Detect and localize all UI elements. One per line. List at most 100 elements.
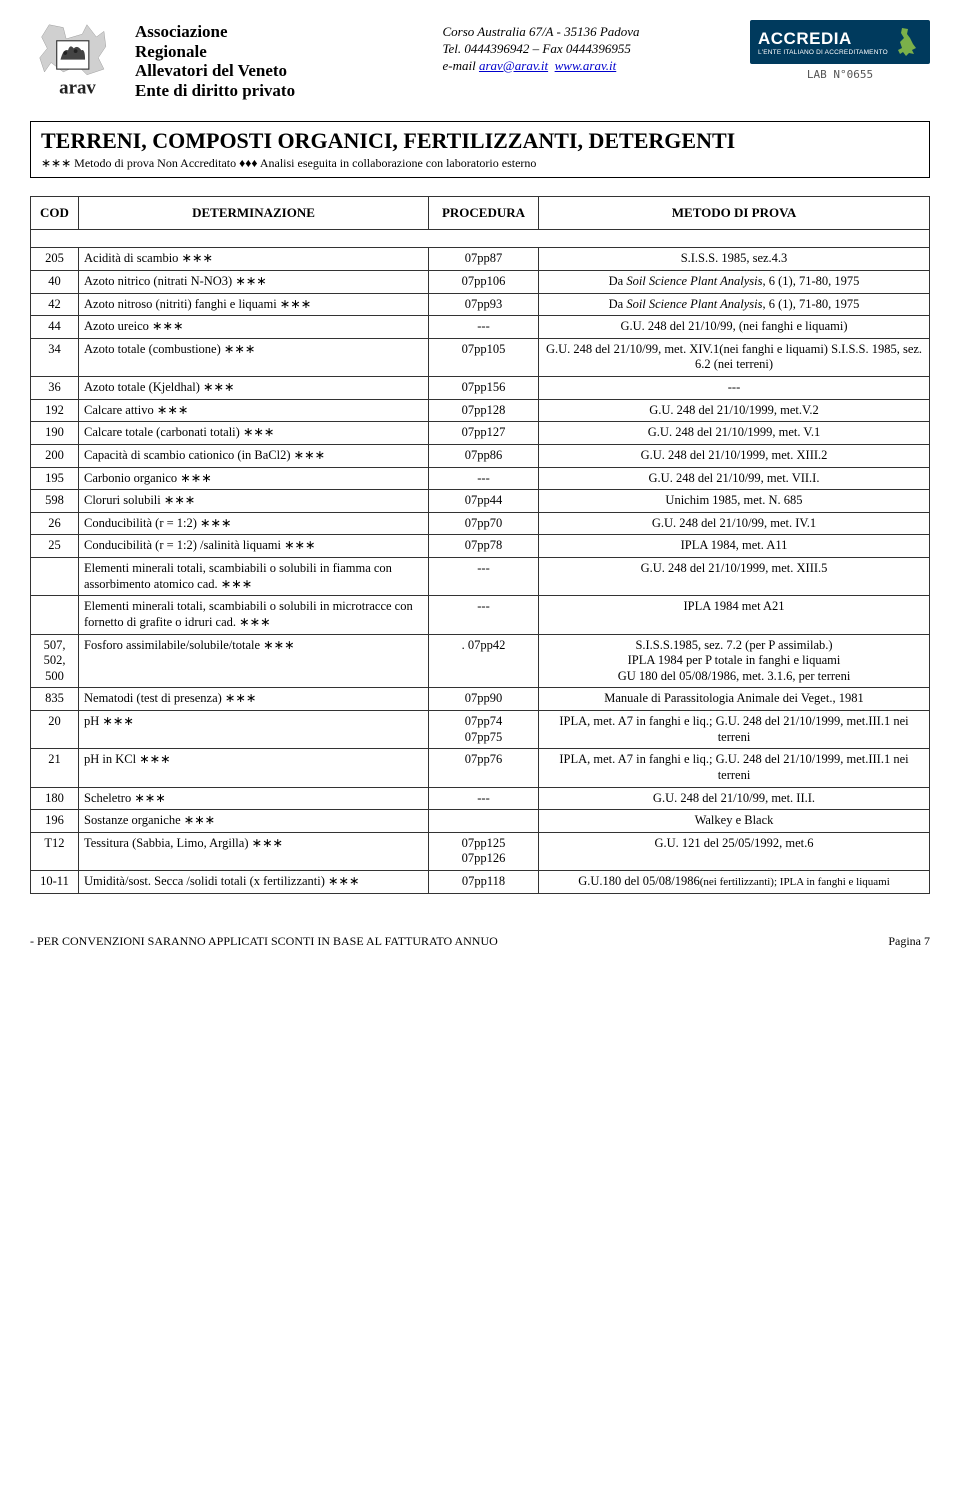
table-row: 507, 502, 500Fosforo assimilabile/solubi… xyxy=(31,634,930,688)
cell-proc: 07pp90 xyxy=(429,688,539,711)
arav-logo: arav xyxy=(30,20,125,109)
footer-note: - PER CONVENZIONI SARANNO APPLICATI SCON… xyxy=(30,934,498,949)
cell-det: Umidità/sost. Secca /solidi totali (x fe… xyxy=(79,871,429,894)
cell-cod: 200 xyxy=(31,444,79,467)
cell-det: Carbonio organico ∗∗∗ xyxy=(79,467,429,490)
cell-det: Nematodi (test di presenza) ∗∗∗ xyxy=(79,688,429,711)
cell-cod: 10-11 xyxy=(31,871,79,894)
accredia-brand: ACCREDIA xyxy=(758,29,888,49)
cell-det: Azoto totale (Kjeldhal) ∗∗∗ xyxy=(79,377,429,400)
col-header-cod: COD xyxy=(31,197,79,230)
table-row: 180Scheletro ∗∗∗---G.U. 248 del 21/10/99… xyxy=(31,787,930,810)
cell-met: --- xyxy=(539,377,930,400)
phone-line: Tel. 0444396942 – Fax 0444396955 xyxy=(443,41,741,58)
cell-cod: T12 xyxy=(31,832,79,870)
cell-det: Sostanze organiche ∗∗∗ xyxy=(79,810,429,833)
cell-proc: 07pp127 xyxy=(429,422,539,445)
table-row: T12Tessitura (Sabbia, Limo, Argilla) ∗∗∗… xyxy=(31,832,930,870)
cell-cod: 21 xyxy=(31,749,79,787)
cell-proc: 07pp44 xyxy=(429,490,539,513)
cell-proc: 07pp93 xyxy=(429,293,539,316)
cell-met: IPLA 1984, met. A11 xyxy=(539,535,930,558)
cell-det: Tessitura (Sabbia, Limo, Argilla) ∗∗∗ xyxy=(79,832,429,870)
cell-met: G.U. 248 del 21/10/1999, met.V.2 xyxy=(539,399,930,422)
cell-det: Azoto nitroso (nitriti) fanghi e liquami… xyxy=(79,293,429,316)
cell-met: G.U.180 del 05/08/1986(nei fertilizzanti… xyxy=(539,871,930,894)
cell-proc: 07pp106 xyxy=(429,270,539,293)
cell-cod: 507, 502, 500 xyxy=(31,634,79,688)
table-row: 34Azoto totale (combustione) ∗∗∗07pp105G… xyxy=(31,338,930,376)
cell-cod: 40 xyxy=(31,270,79,293)
cell-met: IPLA, met. A7 in fanghi e liq.; G.U. 248… xyxy=(539,711,930,749)
website-link[interactable]: www.arav.it xyxy=(555,58,617,73)
cell-proc xyxy=(429,810,539,833)
cell-met: G.U. 248 del 21/10/99, met. VII.I. xyxy=(539,467,930,490)
cell-cod: 196 xyxy=(31,810,79,833)
cell-det: pH in KCl ∗∗∗ xyxy=(79,749,429,787)
table-row: Elementi minerali totali, scambiabili o … xyxy=(31,596,930,634)
cell-proc: 07pp118 xyxy=(429,871,539,894)
cell-cod: 192 xyxy=(31,399,79,422)
cell-det: pH ∗∗∗ xyxy=(79,711,429,749)
cell-proc: 07pp128 xyxy=(429,399,539,422)
col-header-proc: PROCEDURA xyxy=(429,197,539,230)
cell-cod: 598 xyxy=(31,490,79,513)
col-header-det: DETERMINAZIONE xyxy=(79,197,429,230)
cell-proc: . 07pp42 xyxy=(429,634,539,688)
email-link[interactable]: arav@arav.it xyxy=(479,58,548,73)
org-line: Ente di diritto privato xyxy=(135,81,433,101)
section-title-box: TERRENI, COMPOSTI ORGANICI, FERTILIZZANT… xyxy=(30,121,930,178)
section-title: TERRENI, COMPOSTI ORGANICI, FERTILIZZANT… xyxy=(41,128,919,154)
svg-text:arav: arav xyxy=(59,78,96,99)
cell-cod: 20 xyxy=(31,711,79,749)
table-row: 42Azoto nitroso (nitriti) fanghi e liqua… xyxy=(31,293,930,316)
cell-proc: --- xyxy=(429,596,539,634)
cell-det: Azoto ureico ∗∗∗ xyxy=(79,316,429,339)
cell-det: Azoto nitrico (nitrati N-NO3) ∗∗∗ xyxy=(79,270,429,293)
cell-cod: 195 xyxy=(31,467,79,490)
cell-met: S.I.S.S.1985, sez. 7.2 (per P assimilab.… xyxy=(539,634,930,688)
table-row: 200Capacità di scambio cationico (in BaC… xyxy=(31,444,930,467)
cell-proc: 07pp156 xyxy=(429,377,539,400)
table-row: 192Calcare attivo ∗∗∗07pp128G.U. 248 del… xyxy=(31,399,930,422)
table-row: 20pH ∗∗∗07pp7407pp75IPLA, met. A7 in fan… xyxy=(31,711,930,749)
contact-info: Corso Australia 67/A - 35136 Padova Tel.… xyxy=(443,20,741,75)
table-row: 44Azoto ureico ∗∗∗---G.U. 248 del 21/10/… xyxy=(31,316,930,339)
org-line: Associazione xyxy=(135,22,433,42)
cell-cod: 42 xyxy=(31,293,79,316)
cell-met: G.U. 248 del 21/10/99, met. II.I. xyxy=(539,787,930,810)
table-row: 10-11Umidità/sost. Secca /solidi totali … xyxy=(31,871,930,894)
cell-det: Cloruri solubili ∗∗∗ xyxy=(79,490,429,513)
document-header: arav Associazione Regionale Allevatori d… xyxy=(30,20,930,109)
table-row: 190Calcare totale (carbonati totali) ∗∗∗… xyxy=(31,422,930,445)
cell-cod xyxy=(31,596,79,634)
section-subtitle: ∗∗∗ Metodo di prova Non Accreditato ♦♦♦ … xyxy=(41,156,919,171)
table-row: 25Conducibilità (r = 1:2) /salinità liqu… xyxy=(31,535,930,558)
cell-proc: 07pp7407pp75 xyxy=(429,711,539,749)
cell-met: S.I.S.S. 1985, sez.4.3 xyxy=(539,248,930,271)
page-number: Pagina 7 xyxy=(888,934,930,949)
address-line: Corso Australia 67/A - 35136 Padova xyxy=(443,24,741,41)
cell-cod: 180 xyxy=(31,787,79,810)
table-row: 21pH in KCl ∗∗∗07pp76IPLA, met. A7 in fa… xyxy=(31,749,930,787)
italy-map-icon xyxy=(894,26,920,58)
cell-met: Manuale di Parassitologia Animale dei Ve… xyxy=(539,688,930,711)
cell-cod: 36 xyxy=(31,377,79,400)
cell-met: Walkey e Black xyxy=(539,810,930,833)
cell-met: Da Soil Science Plant Analysis, 6 (1), 7… xyxy=(539,293,930,316)
table-row: Elementi minerali totali, scambiabili o … xyxy=(31,558,930,596)
cell-proc: 07pp76 xyxy=(429,749,539,787)
cell-det: Conducibilità (r = 1:2) /salinità liquam… xyxy=(79,535,429,558)
cell-met: G.U. 248 del 21/10/99, (nei fanghi e liq… xyxy=(539,316,930,339)
cell-det: Elementi minerali totali, scambiabili o … xyxy=(79,596,429,634)
cell-cod: 25 xyxy=(31,535,79,558)
table-row: 195Carbonio organico ∗∗∗---G.U. 248 del … xyxy=(31,467,930,490)
cell-cod: 44 xyxy=(31,316,79,339)
org-line: Regionale xyxy=(135,42,433,62)
cell-proc: --- xyxy=(429,787,539,810)
cell-proc: 07pp105 xyxy=(429,338,539,376)
cell-met: G.U. 248 del 21/10/99, met. XIV.1(nei fa… xyxy=(539,338,930,376)
cell-met: Da Soil Science Plant Analysis, 6 (1), 7… xyxy=(539,270,930,293)
table-row: 598Cloruri solubili ∗∗∗07pp44Unichim 198… xyxy=(31,490,930,513)
page-footer: - PER CONVENZIONI SARANNO APPLICATI SCON… xyxy=(30,934,930,949)
